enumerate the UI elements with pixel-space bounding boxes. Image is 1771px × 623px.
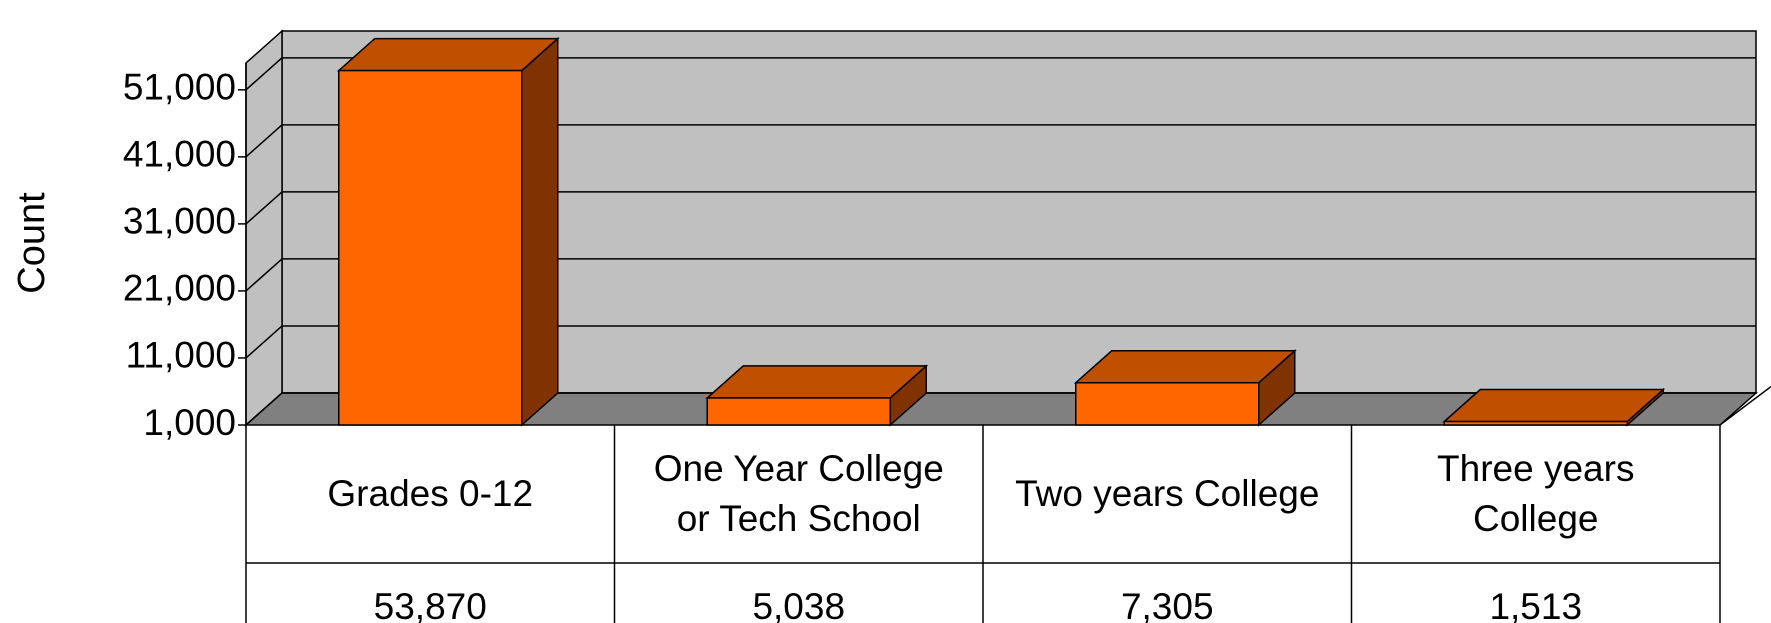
floor-extension bbox=[1719, 386, 1771, 426]
bar-top bbox=[1442, 388, 1666, 423]
category-label: Grades 0-12 bbox=[327, 473, 534, 515]
grid-line bbox=[245, 57, 283, 91]
category-label: Two years College bbox=[1015, 473, 1320, 515]
side-wall bbox=[245, 29, 283, 427]
bar-top bbox=[1073, 349, 1297, 384]
grid-line bbox=[245, 191, 283, 225]
y-tick-label: 51,000 bbox=[123, 67, 236, 108]
y-axis-label: Count bbox=[11, 192, 53, 294]
y-tick-label: 21,000 bbox=[123, 268, 236, 309]
bar-top bbox=[705, 365, 929, 399]
bar bbox=[1075, 381, 1260, 426]
bar-side bbox=[521, 36, 559, 427]
grid-line bbox=[245, 124, 283, 158]
bar bbox=[338, 69, 523, 426]
bar bbox=[706, 397, 891, 426]
value-label: 7,305 bbox=[1120, 586, 1214, 623]
bar-top bbox=[336, 37, 560, 72]
value-label: 53,870 bbox=[373, 586, 487, 623]
y-tick-label: 11,000 bbox=[126, 335, 236, 376]
y-tick-label: 31,000 bbox=[123, 201, 236, 242]
category-label: One Year College or Tech School bbox=[653, 448, 944, 539]
value-label: 1,513 bbox=[1489, 586, 1583, 623]
grid-line bbox=[245, 258, 283, 292]
value-label: 5,038 bbox=[752, 586, 846, 623]
bar bbox=[1443, 420, 1628, 426]
grid-line bbox=[245, 392, 283, 426]
category-label: Three years College bbox=[1437, 448, 1635, 539]
y-tick-label: 1,000 bbox=[143, 402, 236, 443]
y-tick-label: 41,000 bbox=[123, 134, 236, 175]
grid-line bbox=[245, 325, 283, 359]
